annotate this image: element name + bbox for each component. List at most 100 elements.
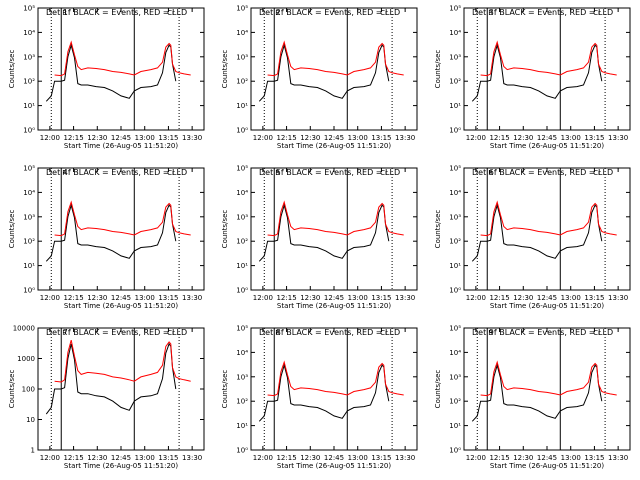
x-tick-label: 13:15 bbox=[371, 454, 391, 462]
x-tick-label: 12:15 bbox=[489, 294, 509, 302]
y-tick-label: 10³ bbox=[236, 53, 248, 61]
x-tick-label: 12:00 bbox=[40, 134, 60, 142]
x-tick-label: 13:00 bbox=[561, 294, 581, 302]
x-axis-label: Start Time (26-Aug-05 11:51:20) bbox=[64, 462, 178, 470]
marker-label-cr: Cr bbox=[380, 169, 388, 177]
y-tick-label: 10⁰ bbox=[23, 287, 35, 295]
y-tick-label: 10¹ bbox=[449, 262, 461, 270]
x-tick-label: 12:00 bbox=[466, 294, 486, 302]
detector-panel-1: 10⁰ 10¹ 10² 10³ 10⁴ 10⁵ 12:00 12:15 12:30 12:45 13… bbox=[8, 5, 205, 150]
y-tick-label: 10⁵ bbox=[236, 165, 248, 173]
x-tick-label: 12:15 bbox=[489, 454, 509, 462]
x-tick-label: 13:15 bbox=[584, 294, 604, 302]
series-line-lld bbox=[267, 40, 404, 77]
detector-panel-7: 1 10 100 1000 10000 12:00 12:15 12:30 12:45 13:00… bbox=[8, 325, 205, 470]
x-tick-label: 12:30 bbox=[513, 294, 533, 302]
y-tick-label: 10¹ bbox=[23, 102, 35, 110]
x-axis-label: Start Time (26-Aug-05 11:51:20) bbox=[490, 142, 604, 150]
marker-label-r: R bbox=[488, 329, 493, 337]
x-tick-label: 12:00 bbox=[253, 454, 273, 462]
x-tick-label: 13:00 bbox=[348, 134, 368, 142]
detector-panel-3: 10⁰ 10¹ 10² 10³ 10⁴ 10⁵ 12:00 12:15 12:30 12:45 13… bbox=[434, 5, 631, 150]
y-tick-label: 10¹ bbox=[236, 422, 248, 430]
x-axis-label: Start Time (26-Aug-05 11:51:20) bbox=[277, 302, 391, 310]
y-axis-label: Counts/sec bbox=[434, 50, 442, 89]
series-line-lld bbox=[267, 200, 404, 237]
y-axis-label: Counts/sec bbox=[434, 210, 442, 249]
y-tick-label: 10¹ bbox=[236, 102, 248, 110]
panel-title: Det 5f BLACK = Events, RED = LLD bbox=[259, 168, 400, 177]
x-tick-label: 12:45 bbox=[537, 454, 557, 462]
detector-panel-4: 10⁰ 10¹ 10² 10³ 10⁴ 10⁵ 12:00 12:15 12:30 12:45 13… bbox=[8, 165, 205, 310]
x-tick-label: 12:15 bbox=[276, 294, 296, 302]
y-tick-label: 10⁰ bbox=[449, 127, 461, 135]
y-tick-label: 10² bbox=[449, 238, 461, 246]
x-tick-label: 12:30 bbox=[300, 294, 320, 302]
x-tick-label: 12:30 bbox=[87, 134, 107, 142]
x-tick-label: 13:00 bbox=[135, 294, 155, 302]
series-line-events bbox=[471, 363, 603, 422]
x-tick-label: 12:00 bbox=[253, 134, 273, 142]
y-tick-label: 10² bbox=[449, 78, 461, 86]
y-tick-label: 10³ bbox=[23, 53, 35, 61]
x-tick-label: 13:15 bbox=[371, 134, 391, 142]
marker-label-r: R bbox=[275, 9, 280, 17]
y-tick-label: 10¹ bbox=[449, 102, 461, 110]
x-tick-label: 12:45 bbox=[324, 134, 344, 142]
series-line-lld bbox=[54, 200, 191, 237]
detector-panel-6: 10⁰ 10¹ 10² 10³ 10⁴ 10⁵ 12:00 12:15 12:30 12:45 13… bbox=[434, 165, 631, 310]
y-tick-label: 10³ bbox=[23, 213, 35, 221]
y-tick-label: 10⁰ bbox=[449, 447, 461, 455]
x-tick-label: 13:00 bbox=[348, 294, 368, 302]
y-tick-label: 10⁵ bbox=[449, 325, 461, 333]
series-line-events bbox=[45, 342, 177, 415]
panel-title: Det 6f BLACK = Events, RED = LLD bbox=[472, 168, 613, 177]
y-tick-label: 10³ bbox=[449, 213, 461, 221]
marker-label-r: R bbox=[488, 9, 493, 17]
panel-title: Det 3f BLACK = Events, RED = LLD bbox=[472, 8, 613, 17]
marker-label-cr: Cr bbox=[593, 169, 601, 177]
x-tick-label: 12:00 bbox=[40, 454, 60, 462]
y-tick-label: 10³ bbox=[449, 53, 461, 61]
series-line-lld bbox=[54, 40, 191, 77]
x-tick-label: 13:30 bbox=[608, 454, 628, 462]
y-tick-label: 100 bbox=[22, 386, 35, 394]
x-tick-label: 12:45 bbox=[111, 134, 131, 142]
y-tick-label: 10⁰ bbox=[23, 127, 35, 135]
x-tick-label: 13:00 bbox=[135, 134, 155, 142]
detector-panel-5: 10⁰ 10¹ 10² 10³ 10⁴ 10⁵ 12:00 12:15 12:30 12:45 13… bbox=[221, 165, 418, 310]
y-tick-label: 10¹ bbox=[449, 422, 461, 430]
x-axis-label: Start Time (26-Aug-05 11:51:20) bbox=[490, 462, 604, 470]
x-tick-label: 12:30 bbox=[513, 134, 533, 142]
y-tick-label: 1 bbox=[31, 447, 35, 455]
y-axis-label: Counts/sec bbox=[8, 210, 16, 249]
x-tick-label: 12:00 bbox=[466, 454, 486, 462]
y-tick-label: 10² bbox=[449, 398, 461, 406]
marker-label-cr: Cr bbox=[593, 329, 601, 337]
y-tick-label: 10³ bbox=[236, 373, 248, 381]
x-tick-label: 13:30 bbox=[608, 134, 628, 142]
y-tick-label: 10⁴ bbox=[23, 29, 35, 37]
marker-label-r: R bbox=[275, 329, 280, 337]
y-tick-label: 10⁵ bbox=[23, 5, 35, 13]
y-axis-label: Counts/sec bbox=[221, 210, 229, 249]
y-tick-label: 10² bbox=[23, 78, 35, 86]
y-tick-label: 10⁴ bbox=[23, 189, 35, 197]
y-tick-label: 10⁰ bbox=[449, 287, 461, 295]
y-tick-label: 10⁴ bbox=[236, 349, 248, 357]
panel-title: Det 7f BLACK = Events, RED = LLD bbox=[46, 328, 187, 337]
marker-label-r: R bbox=[62, 329, 67, 337]
y-tick-label: 10² bbox=[23, 238, 35, 246]
y-axis-label: Counts/sec bbox=[8, 50, 16, 89]
x-tick-label: 13:15 bbox=[158, 134, 178, 142]
y-tick-label: 10⁵ bbox=[236, 5, 248, 13]
marker-label-cr: Cr bbox=[593, 9, 601, 17]
y-tick-label: 10¹ bbox=[23, 262, 35, 270]
y-tick-label: 10² bbox=[236, 78, 248, 86]
x-tick-label: 12:15 bbox=[276, 134, 296, 142]
x-axis-label: Start Time (26-Aug-05 11:51:20) bbox=[490, 302, 604, 310]
x-tick-label: 13:00 bbox=[135, 454, 155, 462]
x-tick-label: 12:15 bbox=[63, 294, 83, 302]
series-line-lld bbox=[480, 40, 617, 77]
